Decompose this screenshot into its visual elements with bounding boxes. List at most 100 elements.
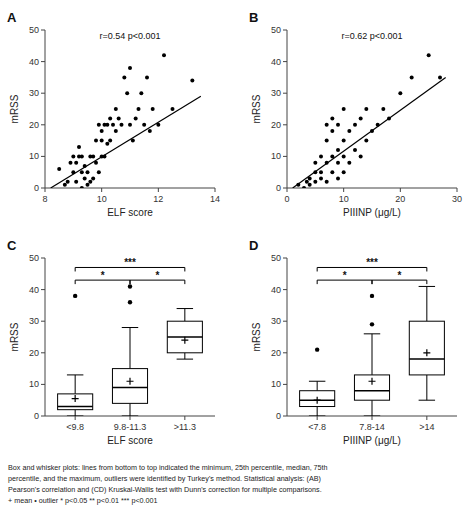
regression-line <box>293 77 446 188</box>
point <box>128 66 132 70</box>
x-tick <box>215 188 216 192</box>
y-tick-label: 50 <box>29 253 39 263</box>
sig-label: *** <box>124 257 136 268</box>
sig-label: * <box>343 270 347 281</box>
y-tick <box>41 416 45 417</box>
y-tick <box>41 258 45 259</box>
cap-high <box>419 286 435 287</box>
panel: 010203040500102030PIIINP (μg/L)mRSSBr=0.… <box>249 10 462 218</box>
cap-low <box>122 416 138 417</box>
point <box>330 129 334 133</box>
x-tick <box>317 416 318 420</box>
y-tick-label: 10 <box>29 379 39 389</box>
cap-low <box>177 359 193 360</box>
y-tick <box>283 93 287 94</box>
y-tick <box>41 30 45 31</box>
figure: 010203040508101214ELF scoremRSSAr=0.54 p… <box>0 0 474 526</box>
point <box>359 154 363 158</box>
x-tick-label: 20 <box>395 194 405 204</box>
y-axis-label: mRSS <box>251 94 262 123</box>
point <box>77 145 81 149</box>
regression-line <box>51 96 201 188</box>
median <box>354 390 389 392</box>
point <box>171 107 175 111</box>
y-tick <box>41 156 45 157</box>
y-tick-label: 30 <box>29 88 39 98</box>
median <box>112 387 147 389</box>
mean-marker <box>181 337 188 344</box>
point <box>398 91 402 95</box>
point <box>313 180 317 184</box>
y-tick <box>41 352 45 353</box>
x-axis-label: ELF score <box>107 435 153 446</box>
y-tick-label: 10 <box>271 151 281 161</box>
mean-marker <box>72 395 79 402</box>
y-axis <box>45 30 46 188</box>
y-tick-label: 0 <box>34 183 39 193</box>
x-tick <box>372 416 373 420</box>
point <box>86 183 90 187</box>
point <box>117 116 121 120</box>
point <box>111 123 115 127</box>
y-tick <box>283 352 287 353</box>
x-tick <box>101 188 102 192</box>
point <box>108 139 112 143</box>
point <box>137 107 141 111</box>
whisker-high <box>130 328 131 369</box>
panel: 01020304050<7.87.8-14>14PIIINP (μg/L)mRS… <box>249 238 457 446</box>
point <box>305 180 309 184</box>
point <box>438 75 442 79</box>
y-axis <box>287 258 288 416</box>
background <box>0 0 474 526</box>
point <box>63 183 67 187</box>
panel-label: C <box>7 238 17 253</box>
point <box>94 139 98 143</box>
y-tick-label: 20 <box>29 348 39 358</box>
point <box>114 107 118 111</box>
whisker-low <box>317 407 318 416</box>
y-tick <box>283 61 287 62</box>
point <box>100 139 104 143</box>
mean-marker <box>314 397 321 404</box>
point <box>336 161 340 165</box>
whisker-low <box>426 375 427 400</box>
outlier <box>128 284 132 288</box>
plot-area <box>300 286 445 416</box>
point <box>114 129 118 133</box>
x-tick-label: 0 <box>284 194 289 204</box>
point <box>91 177 95 181</box>
point <box>105 123 109 127</box>
point <box>336 123 340 127</box>
x-tick <box>75 416 76 420</box>
x-tick-label: <9.8 <box>66 422 84 432</box>
box <box>300 391 335 407</box>
point <box>325 139 329 143</box>
y-tick-label: 40 <box>29 285 39 295</box>
point <box>80 154 84 158</box>
point <box>71 154 75 158</box>
point <box>330 170 334 174</box>
x-tick <box>426 416 427 420</box>
x-axis <box>287 188 457 189</box>
plot-area <box>58 284 203 416</box>
y-tick-label: 0 <box>276 411 281 421</box>
y-axis <box>45 258 46 416</box>
point <box>319 177 323 181</box>
point <box>97 123 101 127</box>
sig-label: * <box>101 270 105 281</box>
point <box>151 107 155 111</box>
point <box>342 170 346 174</box>
whisker-high <box>184 309 185 322</box>
x-tick <box>457 188 458 192</box>
point <box>125 91 129 95</box>
x-tick <box>158 188 159 192</box>
x-tick <box>45 188 46 192</box>
box <box>354 375 389 400</box>
point <box>347 161 351 165</box>
whisker-low <box>372 400 373 416</box>
point <box>313 161 317 165</box>
box <box>58 394 93 410</box>
panel-label: D <box>249 238 258 253</box>
point <box>142 123 146 127</box>
outlier <box>370 294 374 298</box>
